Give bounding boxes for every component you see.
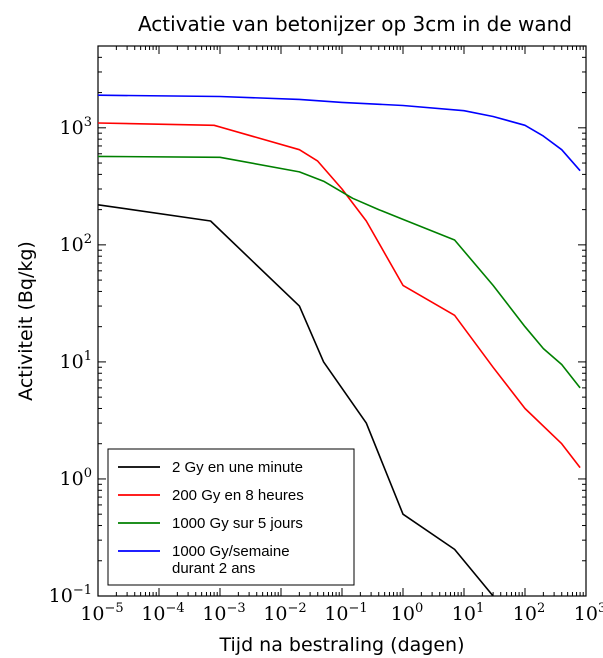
x-axis-label: Tijd na bestraling (dagen) <box>219 634 465 656</box>
x-tick-label: 10−4 <box>141 601 184 625</box>
series-line-1 <box>98 204 494 596</box>
y-tick-label: 10−1 <box>49 583 92 607</box>
series-line-4 <box>98 94 581 172</box>
series-line-3 <box>98 155 581 389</box>
y-axis: 10−1 100 101 102 103 <box>49 56 586 607</box>
x-tick-label: 10−2 <box>263 601 306 625</box>
x-tick-label: 10−3 <box>202 601 245 625</box>
legend-label: 1000 Gy sur 5 jours <box>172 515 303 532</box>
chart-title: Activatie van betonijzer op 3cm in de wa… <box>138 12 572 36</box>
x-tick-label: 100 <box>391 601 423 625</box>
x-tick-label: 10−5 <box>80 601 123 625</box>
x-axis: 10−5 10−4 10−3 10−2 10−1 100 101 102 103 <box>80 46 603 625</box>
legend-box <box>107 448 355 586</box>
legend-label: 2 Gy en une minute <box>172 459 303 476</box>
y-axis-label: Activiteit (Bq/kg) <box>15 241 37 401</box>
series-line-2 <box>98 122 581 469</box>
y-tick-label: 103 <box>60 115 92 139</box>
x-tick-label: 102 <box>513 601 545 625</box>
legend-label: 200 Gy en 8 heures <box>172 487 304 504</box>
x-tick-label: 10−1 <box>324 601 367 625</box>
series-layer <box>98 94 581 596</box>
y-tick-label: 101 <box>60 349 92 373</box>
y-tick-label: 100 <box>60 466 92 490</box>
x-tick-label: 101 <box>452 601 484 625</box>
x-tick-label: 103 <box>574 601 603 625</box>
y-tick-label: 102 <box>60 232 92 256</box>
legend: 2 Gy en une minute 200 Gy en 8 heures 1000… <box>107 448 355 586</box>
legend-label: 1000 Gy/semaine durant 2 ans <box>172 543 290 577</box>
